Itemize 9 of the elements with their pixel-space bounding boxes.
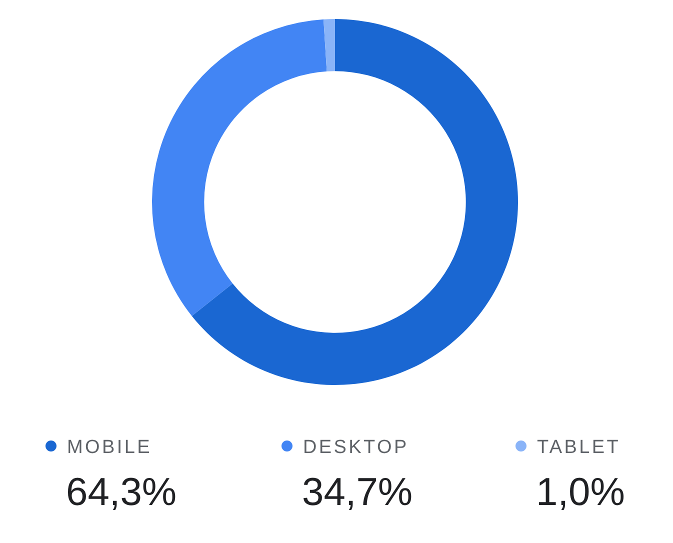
donut-slice: [324, 19, 335, 72]
legend-label: DESKTOP: [303, 437, 409, 458]
donut-slice: [152, 19, 327, 316]
legend-label: MOBILE: [67, 437, 152, 458]
legend-label: TABLET: [537, 437, 621, 458]
data-label: 34,7%: [302, 471, 413, 514]
data-label: 64,3%: [66, 471, 177, 514]
data-label: 1,0%: [536, 471, 625, 514]
donut-slice: [192, 19, 518, 385]
